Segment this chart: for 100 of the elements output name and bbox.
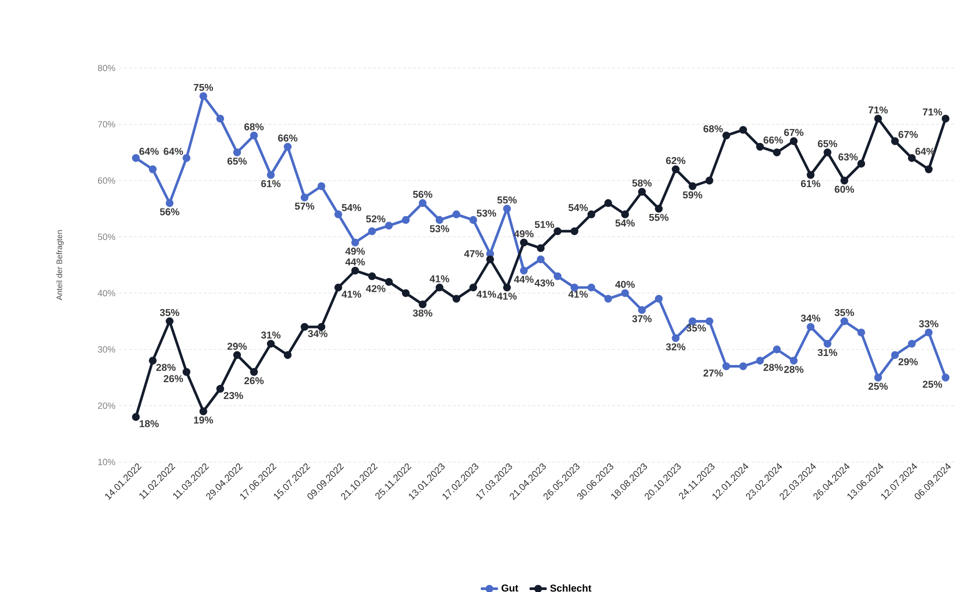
data-label: 54% bbox=[568, 204, 588, 212]
data-label: 34% bbox=[800, 314, 820, 322]
data-label: 27% bbox=[703, 370, 723, 377]
data-label: 43% bbox=[534, 279, 554, 287]
point bbox=[233, 351, 241, 359]
y-tick-label: 10% bbox=[98, 458, 116, 466]
point bbox=[132, 154, 140, 162]
legend-label: Schlecht bbox=[550, 584, 592, 592]
legend-label: Gut bbox=[502, 584, 518, 592]
point bbox=[840, 176, 848, 184]
data-label: 34% bbox=[308, 330, 328, 338]
data-label: 28% bbox=[784, 366, 804, 373]
point bbox=[300, 323, 308, 331]
point bbox=[654, 204, 663, 213]
data-label: 47% bbox=[464, 250, 484, 258]
point bbox=[570, 227, 578, 236]
point bbox=[469, 216, 478, 224]
point bbox=[688, 182, 696, 190]
point bbox=[672, 334, 680, 342]
point bbox=[772, 148, 781, 156]
point bbox=[199, 92, 208, 100]
point bbox=[148, 165, 157, 174]
data-label: 68% bbox=[704, 125, 723, 132]
data-label: 33% bbox=[918, 320, 938, 328]
point bbox=[772, 346, 781, 354]
point bbox=[638, 306, 646, 314]
data-label: 35% bbox=[834, 309, 854, 316]
point bbox=[739, 126, 748, 134]
point bbox=[436, 284, 444, 292]
point bbox=[233, 148, 241, 156]
point bbox=[604, 199, 612, 207]
data-label: 54% bbox=[615, 220, 635, 227]
point bbox=[368, 272, 376, 280]
point bbox=[452, 294, 460, 303]
point bbox=[706, 317, 714, 326]
data-label: 29% bbox=[227, 342, 247, 350]
point bbox=[790, 356, 798, 365]
point bbox=[402, 289, 410, 298]
point bbox=[266, 171, 275, 179]
point bbox=[520, 238, 528, 246]
data-label: 51% bbox=[534, 220, 554, 228]
data-label: 54% bbox=[342, 204, 362, 212]
point bbox=[908, 154, 916, 162]
data-label: 28% bbox=[764, 364, 783, 371]
y-tick-label: 70% bbox=[98, 121, 116, 128]
data-label: 56% bbox=[160, 208, 180, 216]
point bbox=[942, 374, 950, 382]
point bbox=[486, 255, 494, 264]
data-label: 26% bbox=[244, 377, 264, 384]
point bbox=[318, 182, 326, 190]
point bbox=[418, 199, 427, 207]
data-label: 55% bbox=[497, 196, 517, 204]
data-label: 23% bbox=[224, 392, 244, 400]
point bbox=[166, 317, 174, 326]
point bbox=[418, 300, 427, 308]
data-label: 68% bbox=[244, 123, 264, 130]
y-tick-label: 40% bbox=[98, 290, 116, 296]
point bbox=[334, 210, 342, 218]
point bbox=[148, 356, 157, 365]
data-label: 63% bbox=[838, 153, 858, 160]
data-label: 75% bbox=[194, 84, 214, 91]
point bbox=[436, 216, 444, 224]
y-tick-label: 30% bbox=[98, 346, 116, 353]
data-label: 25% bbox=[868, 382, 888, 390]
point bbox=[216, 384, 224, 393]
point bbox=[621, 210, 629, 218]
data-label: 66% bbox=[278, 134, 298, 142]
point bbox=[722, 362, 730, 370]
point bbox=[756, 142, 764, 151]
point bbox=[503, 284, 511, 292]
data-label: 64% bbox=[139, 148, 159, 155]
point bbox=[385, 222, 393, 230]
point bbox=[536, 244, 545, 252]
point bbox=[891, 351, 899, 359]
y-tick-label: 60% bbox=[98, 177, 116, 184]
data-label: 71% bbox=[868, 106, 888, 114]
point bbox=[587, 210, 596, 218]
point bbox=[587, 284, 596, 292]
data-label: 53% bbox=[476, 210, 496, 217]
point bbox=[857, 160, 866, 168]
data-label: 25% bbox=[922, 380, 942, 388]
point bbox=[300, 194, 308, 202]
point bbox=[942, 114, 950, 123]
point bbox=[469, 284, 478, 292]
point bbox=[250, 368, 258, 376]
data-label: 55% bbox=[649, 214, 669, 221]
data-label: 29% bbox=[898, 358, 918, 366]
data-label: 19% bbox=[194, 416, 214, 424]
point bbox=[874, 374, 882, 382]
point bbox=[216, 114, 224, 123]
data-label: 35% bbox=[160, 309, 180, 316]
point bbox=[790, 137, 798, 146]
point bbox=[284, 142, 292, 151]
data-label: 41% bbox=[342, 290, 362, 298]
data-label: 58% bbox=[632, 180, 652, 187]
point bbox=[182, 154, 190, 162]
data-label: 31% bbox=[818, 348, 838, 356]
point bbox=[806, 323, 815, 331]
point bbox=[908, 340, 916, 348]
point bbox=[806, 171, 815, 179]
